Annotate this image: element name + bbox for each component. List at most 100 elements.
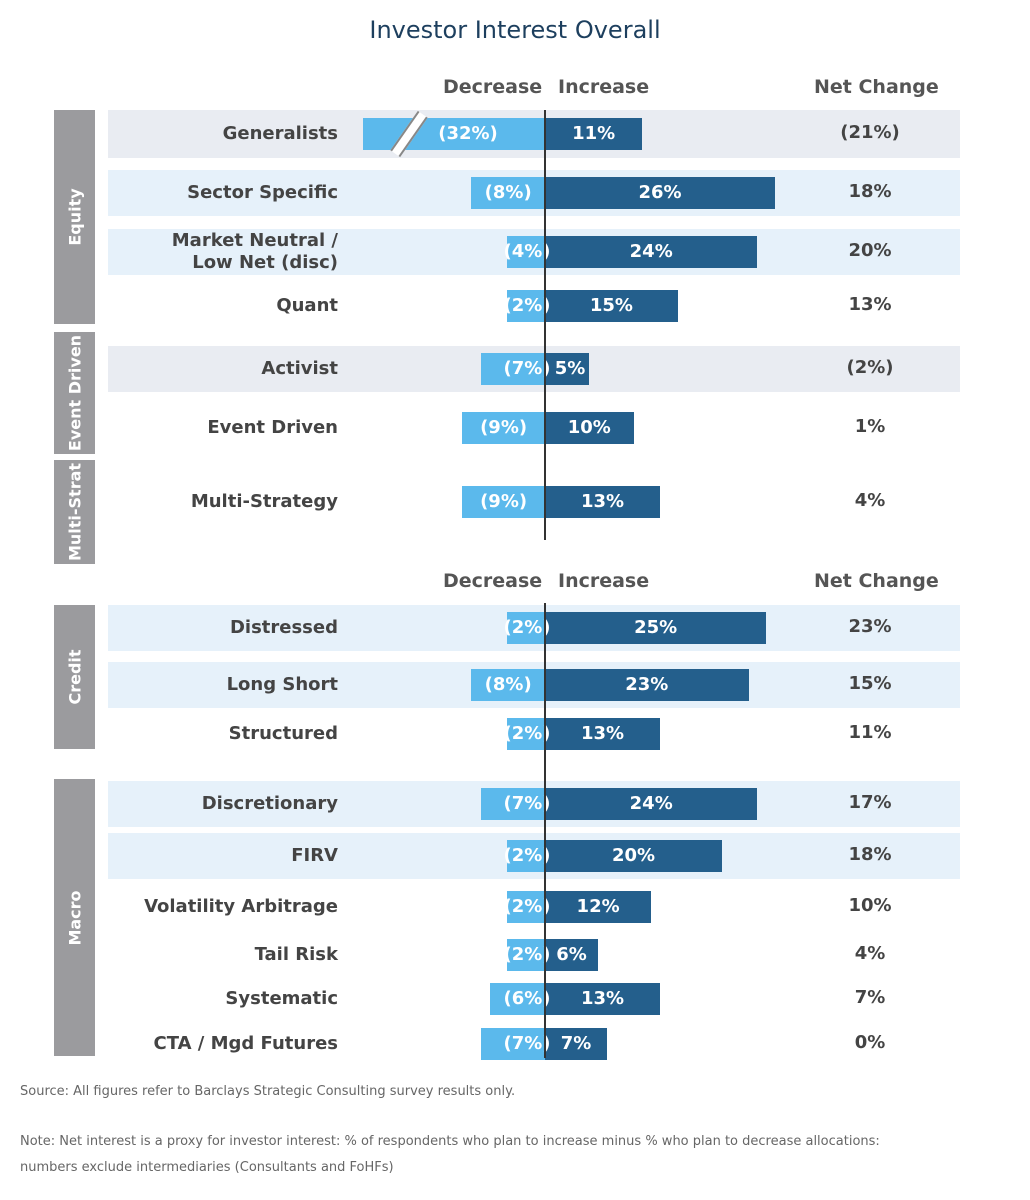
row-label-tail-risk: Tail Risk [254,944,338,965]
row-label-line-2: Low Net (disc) [192,252,338,273]
increase-bar-structured [545,718,661,750]
increase-label-long-short: 23% [625,674,669,695]
row-label-line-1: Market Neutral / [171,230,338,251]
decrease-bar-systematic [489,983,545,1015]
increase-label-systematic: 13% [580,988,625,1009]
decrease-label-cta-mgd-futures: (7%) [503,1033,551,1054]
decrease-bar-quant [507,290,545,322]
group-tab-macro: Macro [54,779,95,1056]
row-label-volatility-arbitrage: Volatility Arbitrage [144,896,338,917]
increase-label-market-neutral-low-net-disc: 24% [629,241,673,262]
increase-bar-market-neutral-low-net-disc [545,236,758,268]
increase-label-sector-specific: 26% [638,182,682,203]
row-label-market-neutral-low-net-disc: Market Neutral / Low Net (disc) [38,230,338,274]
net-change-long-short: 15% [848,673,892,694]
increase-label-event-driven: 10% [567,417,611,438]
decrease-bar-cta-mgd-futures [480,1028,545,1060]
increase-label-volatility-arbitrage: 12% [576,896,620,917]
decrease-label-market-neutral-low-net-disc: (4%) [503,241,551,262]
increase-bar-activist [545,353,590,385]
net-change-market-neutral-low-net-disc: 20% [848,240,892,261]
increase-label-quant: 15% [589,295,633,316]
net-change-distressed: 23% [848,616,892,637]
source-note: Source: All figures refer to Barclays St… [20,1084,516,1099]
increase-label-cta-mgd-futures: 7% [560,1033,592,1054]
increase-bar-long-short [545,669,749,701]
decrease-bar-distressed [507,612,545,644]
row-label-event-driven: Event Driven [207,417,338,438]
decrease-bar-activist [480,353,545,385]
increase-label-discretionary: 24% [629,793,673,814]
footnote-line-1: Note: Net interest is a proxy for invest… [20,1134,880,1149]
decrease-label-volatility-arbitrage: (2%) [503,896,551,917]
decrease-bar-structured [507,718,545,750]
header-increase-2: Increase [558,570,650,592]
row-label-multi-strategy: Multi-Strategy [190,491,338,512]
increase-bar-quant [545,290,678,322]
row-label-structured: Structured [228,723,338,744]
row-label-cta-mgd-futures: CTA / Mgd Futures [153,1033,338,1054]
chart-title: Investor Interest Overall [369,16,661,44]
group-tab-credit: Credit [54,605,95,749]
increase-bar-distressed [545,612,767,644]
header-decrease: Decrease [443,76,543,98]
increase-label-activist: 5% [554,358,586,379]
decrease-bar-market-neutral-low-net-disc [507,236,545,268]
net-change-event-driven: 1% [854,416,886,437]
decrease-bar-firv [507,840,545,872]
decrease-bar-discretionary [480,788,545,820]
decrease-label-multi-strategy: (9%) [480,491,528,512]
increase-label-tail-risk: 6% [556,944,587,965]
decrease-label-firv: (2%) [503,845,551,866]
net-change-volatility-arbitrage: 10% [848,895,892,916]
net-change-quant: 13% [848,294,892,315]
group-tab-equity: Equity [54,110,95,324]
zero-axis-bottom [544,603,546,1058]
net-change-generalists: (21%) [840,122,900,143]
row-label-generalists: Generalists [222,123,338,144]
header-net-change-2: Net Change [814,570,939,592]
decrease-label-event-driven: (9%) [480,417,528,438]
increase-bar-firv [545,840,722,872]
increase-bar-volatility-arbitrage [545,891,652,923]
increase-bar-tail-risk [545,939,599,971]
net-change-sector-specific: 18% [848,181,892,202]
increase-bar-generalists [545,118,643,150]
decrease-label-systematic: (6%) [503,988,551,1009]
decrease-label-sector-specific: (8%) [484,182,532,203]
decrease-bar-event-driven [462,412,545,444]
row-label-firv: FIRV [291,845,338,866]
net-change-discretionary: 17% [848,792,892,813]
decrease-bar-volatility-arbitrage [507,891,545,923]
row-label-distressed: Distressed [229,617,338,638]
row-label-sector-specific: Sector Specific [187,182,338,203]
net-change-firv: 18% [848,844,892,865]
decrease-bar-multi-strategy [462,486,545,518]
row-label-long-short: Long Short [226,674,338,695]
net-change-systematic: 7% [854,987,886,1008]
net-change-structured: 11% [848,722,892,743]
header-net-change: Net Change [814,76,939,98]
decrease-label-long-short: (8%) [484,674,532,695]
decrease-label-quant: (2%) [503,295,551,316]
decrease-label-activist: (7%) [503,358,551,379]
increase-label-generalists: 11% [572,123,616,144]
row-label-quant: Quant [276,295,338,316]
increase-label-multi-strategy: 13% [580,491,625,512]
increase-bar-multi-strategy [545,486,661,518]
increase-bar-event-driven [545,412,634,444]
decrease-label-structured: (2%) [503,723,551,744]
increase-bar-systematic [545,983,661,1015]
decrease-label-distressed: (2%) [503,617,551,638]
net-change-tail-risk: 4% [854,943,886,964]
increase-bar-sector-specific [545,177,776,209]
decrease-label-generalists: (32%) [438,123,498,144]
decrease-bar-sector-specific [471,177,545,209]
row-label-systematic: Systematic [225,988,338,1009]
net-change-activist: (2%) [846,357,894,378]
increase-label-structured: 13% [580,723,625,744]
decrease-bar-long-short [471,669,545,701]
decrease-bar-tail-risk [507,939,545,971]
decrease-label-tail-risk: (2%) [503,944,551,965]
row-label-activist: Activist [261,358,338,379]
